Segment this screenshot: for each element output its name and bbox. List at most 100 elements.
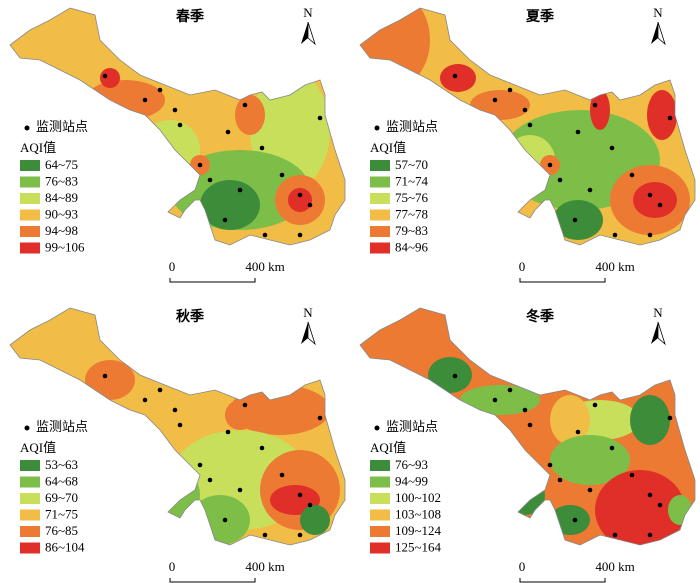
station-dot (225, 129, 231, 135)
scale-bar (519, 278, 606, 283)
station-dot (629, 172, 635, 178)
station-dot (172, 407, 178, 413)
station-dot (297, 192, 303, 198)
north-arrow (651, 22, 658, 44)
station-label: 监测站点 (36, 119, 88, 134)
legend-swatch (20, 160, 40, 171)
station-dot (609, 145, 615, 151)
station-dot (197, 462, 203, 468)
station-dot (307, 502, 313, 508)
station-dot (242, 102, 248, 108)
north-arrow (301, 22, 308, 44)
station-dot (612, 532, 618, 538)
station-dot (557, 177, 563, 183)
legend-swatch (20, 242, 40, 254)
station-dot (317, 415, 323, 421)
aqi-zone (225, 400, 255, 430)
station-dot (307, 202, 313, 208)
legend-swatch (370, 209, 390, 221)
station-dot (452, 73, 458, 79)
station-dot (547, 462, 553, 468)
legend-swatch (370, 476, 390, 488)
legend-label: 103~108 (395, 506, 441, 521)
station-label: 监测站点 (386, 419, 438, 434)
north-label: N (653, 305, 663, 320)
legend-swatch (370, 542, 390, 554)
station-label: 监测站点 (386, 119, 438, 134)
region-outline (359, 307, 696, 546)
aqi-zone (460, 385, 540, 415)
station-dot (237, 187, 243, 193)
north-arrow (307, 21, 316, 46)
station-dot (297, 492, 303, 498)
legend-label: 71~74 (395, 173, 429, 188)
scale-label: 0 (519, 259, 526, 274)
station-dot (259, 145, 265, 151)
aqi-zone (553, 200, 603, 240)
station-dot (557, 477, 563, 483)
legend-swatch (20, 176, 40, 188)
station-dot (587, 487, 593, 493)
legend-dot (24, 125, 30, 131)
legend-label: 64~75 (45, 157, 78, 172)
station-dot (222, 217, 228, 223)
station-dot (262, 532, 268, 538)
aqi-zone (160, 470, 200, 520)
aqi-zone (470, 90, 530, 120)
station-dot (522, 107, 528, 113)
station-dot (592, 402, 598, 408)
aqi-zone (633, 182, 677, 218)
legend-swatch (370, 226, 390, 237)
north-label: N (303, 305, 313, 320)
legend-swatch (370, 242, 390, 254)
legend-title: AQI值 (370, 440, 406, 455)
station-dot (522, 407, 528, 413)
station-dot (527, 122, 533, 128)
legend-dot (24, 425, 30, 431)
aqi-zone (595, 470, 685, 545)
legend-label: 94~98 (45, 223, 78, 238)
legend-label: 64~68 (45, 473, 78, 488)
legend-swatch (370, 493, 390, 504)
legend-dot (374, 425, 380, 431)
panel-title: 冬季 (526, 308, 554, 325)
station-dot (262, 232, 268, 238)
legend-swatch (20, 209, 40, 221)
aqi-zone (428, 357, 472, 393)
station-dot (575, 429, 581, 435)
aqi-zone (190, 495, 250, 545)
station-dot (547, 162, 553, 168)
legend-title: AQI值 (20, 440, 56, 455)
legend-swatch (20, 526, 40, 537)
legend-label: 86~104 (45, 539, 85, 554)
station-dot (102, 373, 108, 379)
legend-swatch (20, 542, 40, 554)
station-dot (237, 487, 243, 493)
aqi-zone (590, 90, 610, 130)
region-fill (10, 8, 345, 245)
aqi-zone (288, 188, 312, 212)
scale-bar (519, 578, 606, 583)
aqi-zone (140, 120, 200, 180)
scale-label: 400 km (245, 559, 284, 574)
station-dot (657, 502, 663, 508)
legend-label: 71~75 (45, 506, 78, 521)
station-dot (177, 422, 183, 428)
legend-swatch (20, 476, 40, 488)
panel-title: 春季 (175, 8, 204, 25)
legend-label: 94~99 (395, 473, 428, 488)
north-arrow (657, 21, 666, 46)
station-dot (142, 97, 148, 103)
station-dot (492, 397, 498, 403)
legend-swatch (20, 493, 40, 504)
legend-swatch (20, 193, 40, 204)
aqi-zone (505, 475, 545, 515)
legend-label: 100~102 (395, 490, 441, 505)
aqi-zone (10, 8, 120, 75)
legend-label: 125~164 (395, 539, 442, 554)
station-dot (587, 187, 593, 193)
station-dot (242, 402, 248, 408)
